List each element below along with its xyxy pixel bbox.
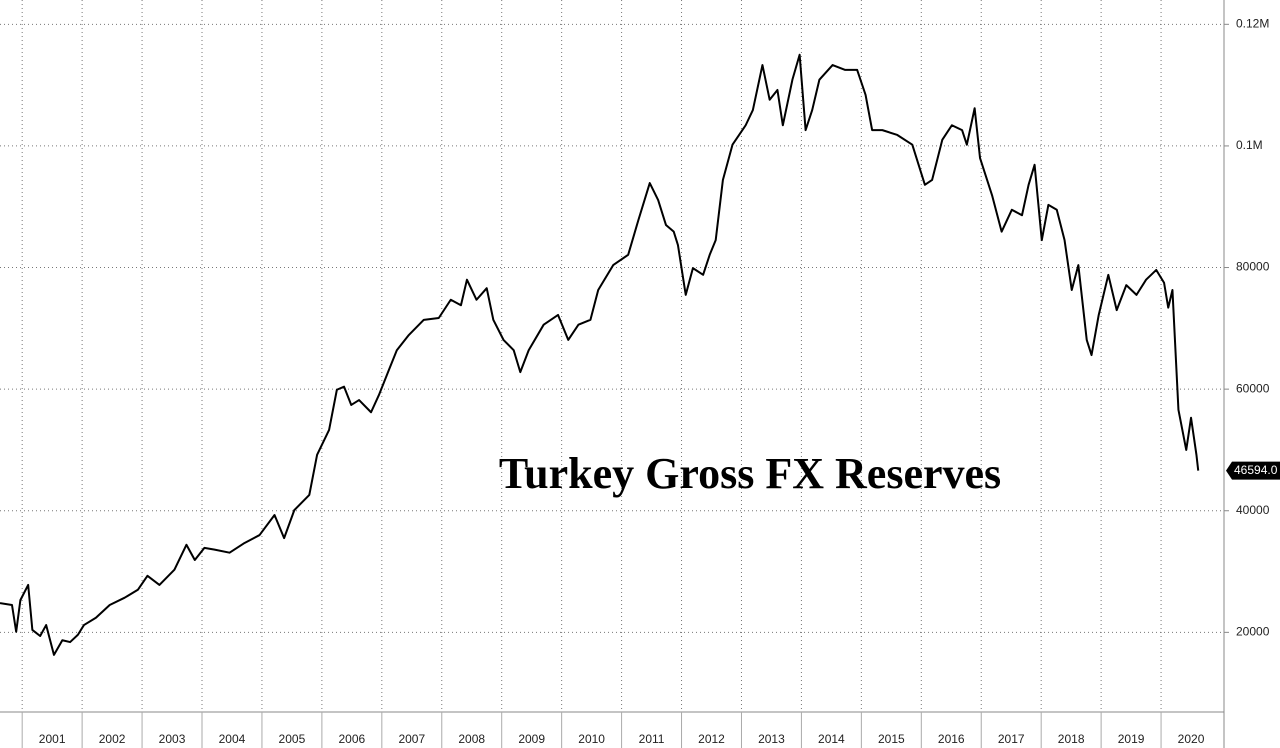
end-label-box xyxy=(1226,461,1280,480)
y-tick-label: 80000 xyxy=(1236,260,1270,274)
x-tick-label: 2010 xyxy=(578,732,605,746)
x-tick-label: 2020 xyxy=(1178,732,1205,746)
x-tick-label: 2008 xyxy=(458,732,485,746)
x-tick-label: 2006 xyxy=(339,732,366,746)
x-axis-strip xyxy=(0,712,1224,748)
x-tick-label: 2013 xyxy=(758,732,785,746)
y-tick-label: 0.1M xyxy=(1236,138,1263,152)
y-tick-label: 60000 xyxy=(1236,381,1270,395)
x-tick-label: 2018 xyxy=(1058,732,1085,746)
x-tick-label: 2002 xyxy=(99,732,126,746)
y-tick-label: 20000 xyxy=(1236,625,1270,639)
x-tick-label: 2015 xyxy=(878,732,905,746)
x-tick-label: 2014 xyxy=(818,732,845,746)
x-tick-label: 2012 xyxy=(698,732,725,746)
y-tick-label: 40000 xyxy=(1236,503,1270,517)
x-tick-label: 2004 xyxy=(219,732,246,746)
x-tick-label: 2011 xyxy=(639,732,665,746)
chart-title: Turkey Gross FX Reserves xyxy=(499,449,1001,498)
x-tick-label: 2019 xyxy=(1118,732,1145,746)
data-line xyxy=(0,53,1200,656)
x-tick-label: 2005 xyxy=(279,732,306,746)
y-tick-label: 0.12M xyxy=(1236,16,1269,30)
x-tick-label: 2007 xyxy=(398,732,425,746)
end-label: 46594.0 xyxy=(1234,463,1278,477)
x-tick-label: 2017 xyxy=(998,732,1025,746)
x-tick-label: 2009 xyxy=(518,732,545,746)
x-tick-label: 2003 xyxy=(159,732,186,746)
x-tick-label: 2001 xyxy=(39,732,66,746)
x-tick-label: 2016 xyxy=(938,732,965,746)
